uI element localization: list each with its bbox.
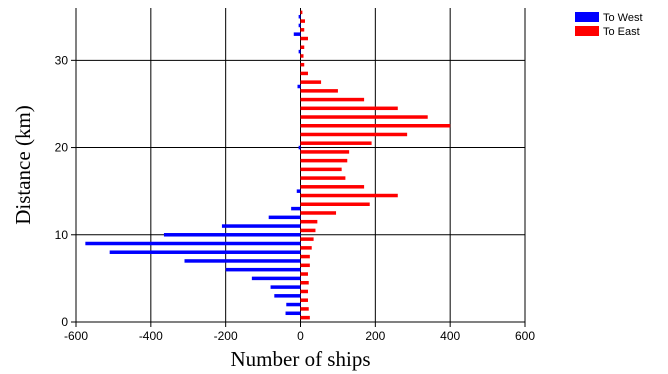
bar-to-east [300,124,451,128]
bar-to-west [298,14,301,19]
bar-to-east [300,115,428,119]
x-tick-label: 600 [515,329,535,343]
bar-to-east [300,80,322,84]
bar-to-east [300,185,365,189]
bar-to-east [300,132,408,137]
bar-to-west [184,259,301,263]
x-tick-label: 200 [365,329,385,343]
bar-to-east [300,272,308,276]
bar-to-west [286,302,301,307]
bar-to-east [300,228,316,233]
bar-to-east [300,237,314,241]
bar-to-west [251,276,301,281]
bar-to-west [298,145,301,150]
bar-to-west [221,224,301,228]
bar-to-west [274,294,301,298]
bar-to-east [300,202,370,206]
bar-to-east [300,71,308,76]
bar-to-west [270,285,301,289]
bar-to-west [296,189,301,193]
bar-to-east [300,193,398,198]
tick-labels: -600 -400 -200 0 200 400 600 0 10 20 30 [55,53,536,343]
bar-to-east [300,289,308,294]
legend-swatch [575,26,599,36]
bar-to-east [300,10,303,15]
y-tick-label: 30 [55,53,69,67]
bar-to-east [300,97,365,102]
bar-to-east [300,62,305,67]
axes [71,8,526,327]
bar-to-east [300,167,342,172]
y-tick-label: 10 [55,228,69,242]
bar-to-east [300,89,338,93]
y-axis-title: Distance (km) [11,105,35,225]
bar-to-east [300,307,309,311]
x-tick-label: -200 [214,329,238,343]
bar-to-west [163,233,301,237]
bar-to-west [85,241,301,246]
bar-to-east [300,141,372,145]
legend-label: To East [603,26,640,38]
bar-to-east [300,28,305,32]
bar-to-west [298,49,301,54]
y-tick-label: 20 [55,141,69,155]
x-tick-label: -400 [139,329,163,343]
bar-to-west [297,84,301,89]
bar-to-east [300,298,308,302]
bar-to-east [300,36,308,41]
legend-label: To West [603,12,643,24]
bar-to-east [300,211,337,215]
x-tick-label: 400 [440,329,460,343]
y-tick-label: 0 [61,315,68,329]
bar-to-west [293,32,301,36]
bar-to-west [225,267,301,272]
bar-to-east [300,219,318,224]
x-tick-label: -600 [64,329,88,343]
bar-to-east [300,246,312,250]
bar-to-west [298,23,301,28]
bar-to-east [300,106,398,111]
bar-to-west [285,311,301,316]
bar-to-east [300,45,305,49]
bar-to-east [300,254,310,259]
x-tick-label: 0 [297,329,304,343]
bar-to-east [300,176,346,180]
legend: To West To East [575,12,643,38]
bar-to-west [291,206,301,211]
bar-to-east [300,54,304,58]
bar-to-west [268,215,301,220]
bars [85,10,451,320]
bar-to-east [300,150,350,154]
x-axis-title: Number of ships [231,347,371,371]
bar-to-east [300,158,348,163]
bar-to-east [300,315,310,320]
bar-to-west [109,250,301,254]
bar-to-east [300,281,309,285]
legend-swatch [575,12,599,22]
bar-to-east [300,263,310,268]
bar-to-east [300,19,305,23]
